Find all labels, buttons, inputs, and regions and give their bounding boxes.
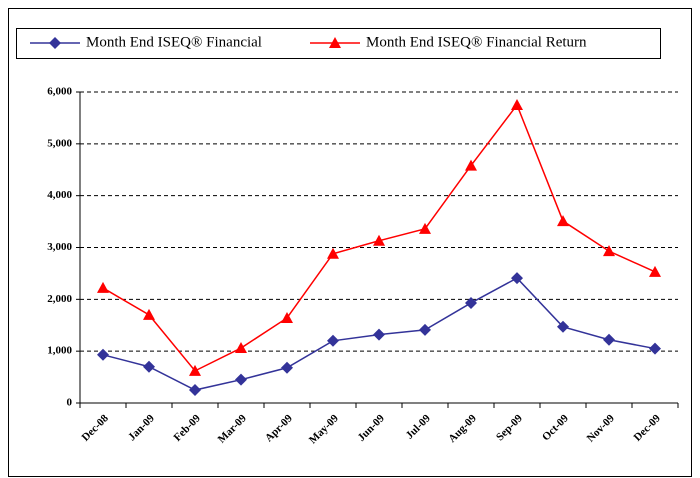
marker [97, 348, 109, 361]
marker [603, 333, 615, 346]
x-tick-label: Apr-09 [263, 412, 295, 444]
marker [649, 342, 661, 355]
marker [97, 281, 109, 293]
x-tick-label: Dec-09 [632, 412, 664, 444]
marker [189, 364, 201, 376]
marker [143, 360, 155, 373]
marker [465, 296, 477, 309]
x-tick-label: Feb-09 [172, 412, 204, 444]
marker [603, 245, 615, 257]
x-tick-label: Jul-09 [404, 412, 434, 442]
y-tick-label: 1,000 [47, 345, 72, 357]
marker [327, 334, 339, 347]
marker [419, 222, 431, 234]
x-tick-label: Aug-09 [446, 412, 479, 445]
marker [649, 265, 661, 277]
y-tick-label: 3,000 [47, 241, 72, 253]
y-tick-label: 0 [67, 397, 73, 409]
x-tick-label: Oct-09 [540, 412, 571, 443]
x-tick-label: Jun-09 [356, 412, 388, 444]
legend-label: Month End ISEQ® Financial Return [366, 34, 587, 50]
marker [235, 373, 247, 386]
y-tick-label: 2,000 [47, 293, 72, 305]
y-tick-label: 5,000 [47, 137, 72, 149]
marker [373, 328, 385, 341]
marker [235, 342, 247, 354]
x-tick-label: Jan-09 [126, 412, 157, 443]
chart-border [8, 8, 692, 477]
marker [373, 234, 385, 246]
marker [557, 320, 569, 333]
x-tick-label: Mar-09 [216, 412, 250, 446]
y-tick-label: 4,000 [47, 189, 72, 201]
marker [465, 159, 477, 171]
marker [143, 308, 155, 320]
marker [511, 98, 523, 110]
marker [557, 215, 569, 227]
x-tick-label: Dec-08 [80, 412, 112, 444]
marker [281, 361, 293, 374]
marker [419, 323, 431, 336]
legend-marker [49, 37, 61, 49]
legend-label: Month End ISEQ® Financial [86, 34, 262, 50]
x-tick-label: Nov-09 [585, 412, 618, 445]
y-tick-label: 6,000 [47, 86, 72, 98]
marker [281, 311, 293, 323]
marker [511, 272, 523, 285]
x-tick-label: Sep-09 [494, 412, 525, 443]
marker [189, 384, 201, 397]
marker [327, 247, 339, 259]
legend-marker [329, 37, 341, 48]
x-tick-label: May-09 [307, 412, 341, 446]
